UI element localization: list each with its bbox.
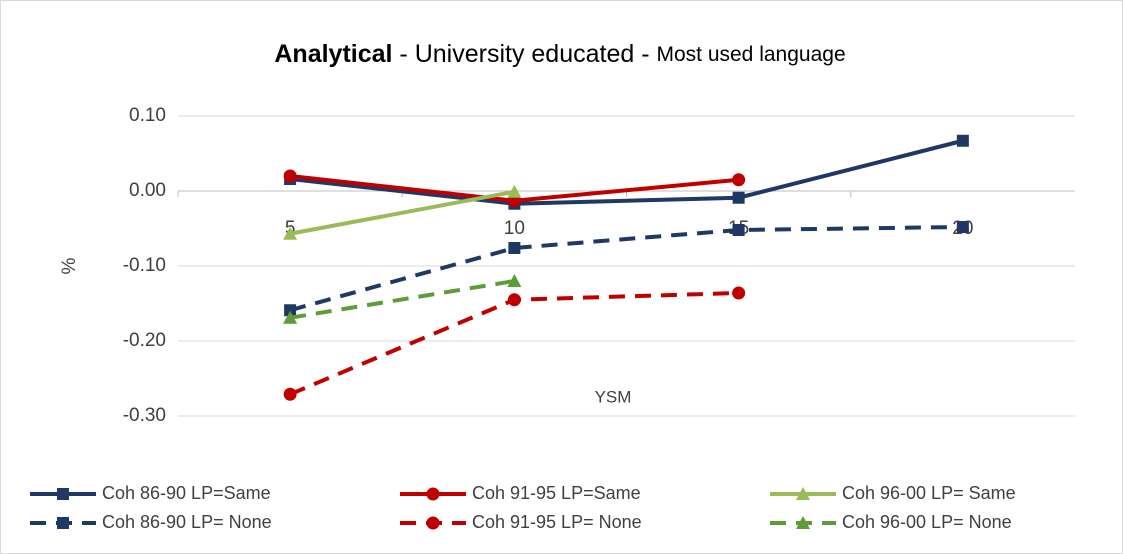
marker — [732, 173, 746, 187]
marker — [57, 517, 69, 529]
marker — [283, 169, 297, 183]
marker — [507, 184, 522, 198]
y-axis-label: % — [59, 257, 80, 274]
x-axis-label: YSM — [595, 387, 632, 406]
marker — [283, 226, 298, 240]
marker — [57, 488, 69, 500]
legend-entry: Coh 86-90 LP= None — [30, 512, 272, 532]
marker — [732, 224, 745, 236]
marker — [507, 293, 521, 307]
x-tick-label: 10 — [504, 218, 525, 239]
series-line — [289, 279, 515, 320]
marker — [732, 286, 746, 300]
marker — [732, 191, 745, 204]
title-middle: - University educated - — [392, 40, 656, 68]
series-line — [289, 189, 515, 236]
y-tick-label: -0.30 — [123, 405, 166, 426]
legend-entry: Coh 96-00 LP= None — [770, 512, 1012, 532]
marker — [283, 310, 298, 324]
marker — [426, 516, 440, 530]
title-end: Most used language — [656, 43, 845, 66]
series-line — [289, 138, 964, 206]
y-tick-label: 0.00 — [129, 180, 166, 201]
legend-label: Coh 96-00 LP= Same — [842, 483, 1016, 503]
y-tick-label: -0.20 — [123, 330, 166, 351]
marker — [796, 516, 810, 529]
marker — [956, 221, 969, 233]
title-bold: Analytical — [274, 40, 392, 68]
marker — [508, 242, 521, 254]
marker — [956, 134, 969, 147]
legend-label: Coh 91-95 LP= None — [472, 512, 642, 532]
marker — [284, 304, 297, 317]
marker — [507, 274, 522, 287]
legend-label: Coh 91-95 LP=Same — [472, 483, 641, 503]
legend-entry: Coh 91-95 LP=Same — [400, 483, 641, 503]
chart-title: Analytical - University educated - Most … — [274, 40, 845, 68]
y-tick-label: -0.10 — [123, 255, 166, 276]
legend-label: Coh 96-00 LP= None — [842, 512, 1012, 532]
marker — [283, 387, 297, 401]
marker — [426, 487, 440, 501]
y-tick-label: 0.10 — [129, 105, 166, 126]
legend-label: Coh 86-90 LP=Same — [102, 483, 271, 503]
legend-entry: Coh 86-90 LP=Same — [30, 483, 271, 503]
legend-label: Coh 86-90 LP= None — [102, 512, 272, 532]
series-line — [289, 225, 963, 313]
legend-entry: Coh 96-00 LP= Same — [770, 483, 1016, 503]
legend-entry: Coh 91-95 LP= None — [400, 512, 642, 532]
marker — [796, 487, 810, 500]
